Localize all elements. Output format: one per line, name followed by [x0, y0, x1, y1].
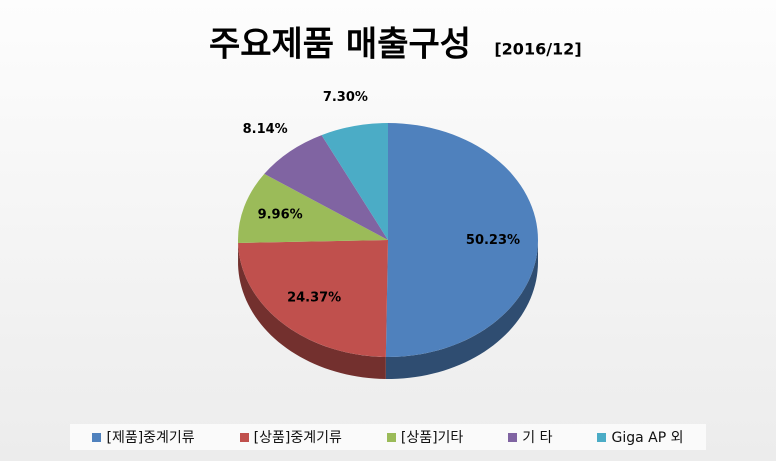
legend-item: 기 타	[508, 427, 553, 447]
slice-side	[385, 240, 538, 379]
legend-label: 기 타	[522, 430, 553, 446]
slice-side	[238, 242, 386, 379]
data-label: 9.96%	[258, 208, 303, 223]
legend-label: [제품]중계기류	[106, 430, 195, 446]
legend-label: [상품]기타	[400, 430, 464, 446]
chart-subtitle: [2016/12]	[494, 40, 581, 59]
data-label: 8.14%	[243, 122, 288, 137]
slice	[385, 123, 538, 357]
slice	[264, 135, 388, 240]
slice	[238, 173, 388, 243]
legend-label: [상품]중계기류	[253, 430, 342, 446]
legend-item: [상품]기타	[386, 427, 464, 447]
data-label: 50.23%	[466, 233, 520, 248]
legend: [제품]중계기류 [상품]중계기류 [상품]기타 기 타 Giga AP 외	[70, 424, 706, 450]
slice	[321, 123, 388, 240]
legend-item: [제품]중계기류	[92, 427, 195, 447]
legend-swatch	[597, 432, 607, 442]
legend-swatch	[386, 432, 396, 442]
slice	[238, 240, 388, 357]
legend-item: [상품]중계기류	[239, 427, 342, 447]
legend-swatch	[239, 432, 249, 442]
data-label: 24.37%	[287, 291, 341, 306]
legend-swatch	[92, 432, 102, 442]
legend-swatch	[508, 432, 518, 442]
legend-label: Giga AP 외	[611, 430, 684, 446]
legend-item: Giga AP 외	[597, 427, 683, 447]
chart-title: 주요제품 매출구성	[209, 25, 471, 65]
data-label: 7.30%	[323, 90, 368, 105]
